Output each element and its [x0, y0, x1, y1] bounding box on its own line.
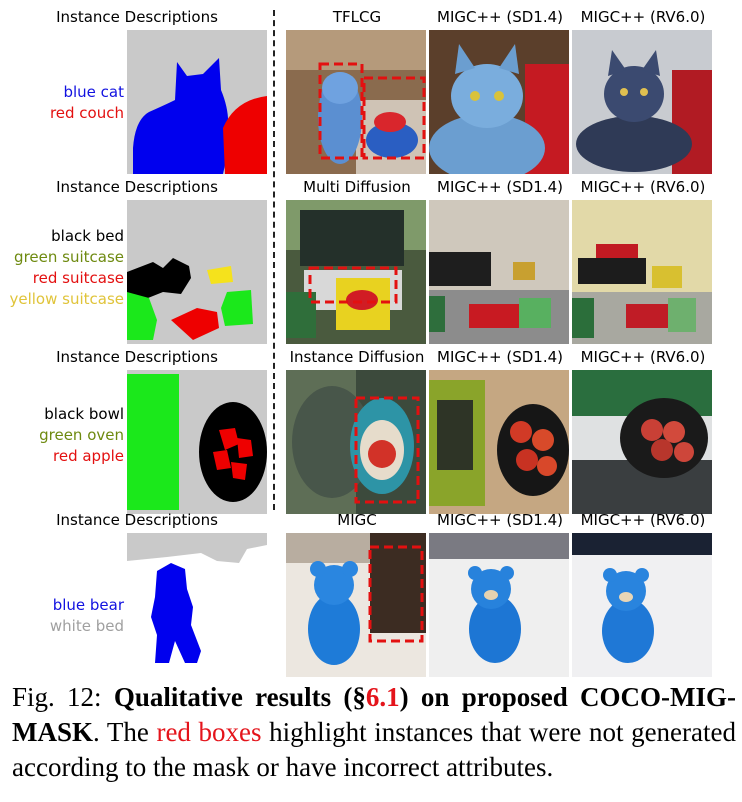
method-label: MIGC — [337, 511, 377, 529]
instance-descriptions-header: Instance Descriptions — [56, 178, 218, 196]
method-label: Multi Diffusion — [303, 178, 411, 196]
caption-bold-title: Qualitative results (§6.1) on proposed C… — [12, 682, 736, 747]
method-label: MIGC++ (RV6.0) — [580, 8, 706, 26]
generated-image-rv60 — [572, 30, 712, 174]
caption-text-2: highlight instances that were not genera… — [12, 717, 736, 782]
label-blue-cat: blue cat — [63, 83, 124, 101]
generated-image-rv60 — [572, 200, 712, 344]
method-label: MIGC++ (SD1.4) — [437, 348, 563, 366]
generated-image-migc — [286, 533, 426, 677]
method-label: MIGC++ (RV6.0) — [580, 511, 706, 529]
instance-labels: blue bear white bed — [0, 595, 124, 637]
method-label: MIGC++ (RV6.0) — [580, 178, 706, 196]
instance-labels: blue cat red couch — [0, 82, 124, 124]
label-yellow-suitcase: yellow suitcase — [9, 290, 124, 308]
instance-labels: black bowl green oven red apple — [0, 404, 124, 467]
method-label: TFLCG — [332, 8, 382, 26]
generated-image-tflcg — [286, 30, 426, 174]
instance-labels: black bed green suitcase red suitcase ye… — [0, 226, 124, 310]
label-black-bed: black bed — [51, 227, 124, 245]
label-red-couch: red couch — [49, 104, 124, 122]
label-green-oven: green oven — [39, 426, 124, 444]
label-red-suitcase: red suitcase — [32, 269, 124, 287]
row-cat-couch: Instance Descriptions blue cat red couch… — [0, 8, 742, 178]
row-bear-bed: Instance Descriptions blue bear white be… — [0, 511, 742, 681]
caption-fig-label: Fig. 12: — [12, 682, 102, 712]
caption-text-1: . The — [93, 717, 157, 747]
row-bed-suitcases: Instance Descriptions black bed green su… — [0, 178, 742, 348]
instance-descriptions-header: Instance Descriptions — [56, 511, 218, 529]
caption-bold-pre: Qualitative results (§ — [113, 682, 366, 712]
instance-descriptions-header: Instance Descriptions — [56, 8, 218, 26]
generated-image-sd14 — [429, 370, 569, 514]
method-label: MIGC++ (SD1.4) — [437, 178, 563, 196]
mask-image — [127, 30, 267, 174]
figure-caption: Fig. 12: Qualitative results (§6.1) on p… — [12, 680, 736, 785]
instance-descriptions-header: Instance Descriptions — [56, 348, 218, 366]
method-label: Instance Diffusion — [289, 348, 425, 366]
method-label: MIGC++ (RV6.0) — [580, 348, 706, 366]
caption-red-boxes: red boxes — [156, 717, 262, 747]
caption-bold-post: ) on proposed COCO-MIG-MASK — [12, 682, 736, 747]
mask-image — [127, 370, 267, 514]
mask-image — [127, 533, 267, 677]
label-white-bed: white bed — [49, 617, 124, 635]
row-bowl-oven-apple: Instance Descriptions black bowl green o… — [0, 348, 742, 518]
method-label: MIGC++ (SD1.4) — [437, 8, 563, 26]
caption-section-ref[interactable]: 6.1 — [365, 682, 400, 712]
mask-image — [127, 200, 267, 344]
generated-image-sd14 — [429, 200, 569, 344]
generated-image-instancediffusion — [286, 370, 426, 514]
generated-image-sd14 — [429, 533, 569, 677]
method-label: MIGC++ (SD1.4) — [437, 511, 563, 529]
generated-image-multidiffusion — [286, 200, 426, 344]
generated-image-rv60 — [572, 533, 712, 677]
label-green-suitcase: green suitcase — [14, 248, 124, 266]
generated-image-rv60 — [572, 370, 712, 514]
generated-image-sd14 — [429, 30, 569, 174]
label-red-apple: red apple — [53, 447, 124, 465]
label-blue-bear: blue bear — [52, 596, 124, 614]
label-black-bowl: black bowl — [44, 405, 124, 423]
dashed-divider — [273, 10, 275, 510]
